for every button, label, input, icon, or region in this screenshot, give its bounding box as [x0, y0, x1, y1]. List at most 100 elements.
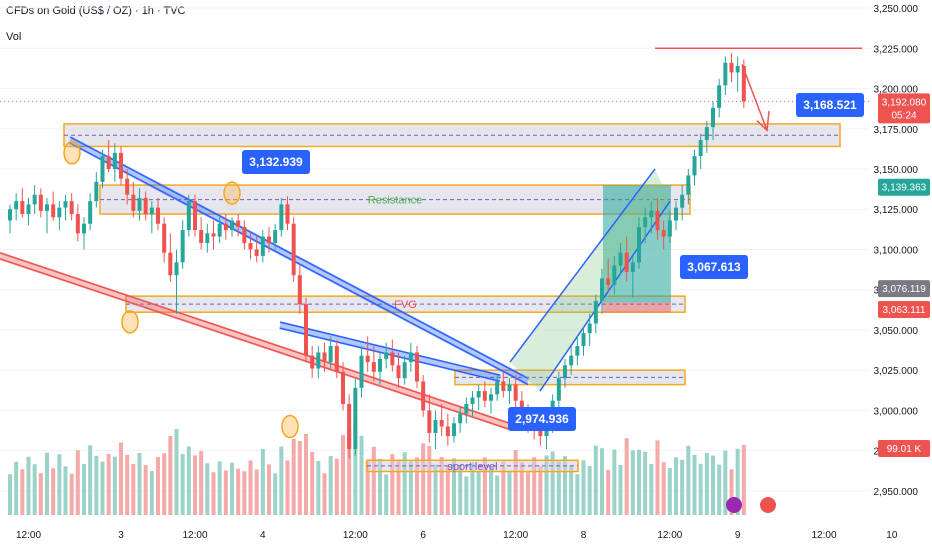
candle-body [199, 230, 204, 244]
volume-bar [637, 449, 641, 515]
candle-body [267, 236, 271, 244]
axis-badge [878, 93, 930, 124]
y-tick-label: 3,200.000 [874, 85, 919, 96]
price-axis[interactable]: 2,950.0002,975.0003,000.0003,025.0003,05… [874, 4, 919, 498]
volume-bar [575, 474, 580, 515]
volume-bar [482, 457, 487, 515]
volume-label: Vol [6, 31, 22, 43]
candle-body [723, 62, 728, 86]
volume-bar [223, 470, 228, 515]
candle-body [464, 403, 469, 414]
candle-body [544, 426, 549, 437]
candle-body [211, 233, 216, 237]
red-trend-band [0, 252, 512, 431]
candle-body [427, 410, 432, 433]
volume-bar [630, 450, 635, 515]
candle-body [606, 278, 611, 285]
callout-3168-box [796, 93, 864, 117]
candle-body [149, 207, 154, 215]
volume-bar [600, 448, 604, 515]
volume-bar [26, 456, 31, 515]
candle-body [556, 378, 561, 401]
volume-bar [14, 461, 19, 515]
volume-bar [729, 469, 734, 515]
candle-body [242, 226, 247, 244]
y-tick-label: 3,025.000 [874, 366, 919, 377]
x-tick-label: 12:00 [657, 530, 682, 541]
y-tick-label: 3,125.000 [874, 205, 919, 216]
volume-bar [38, 473, 43, 515]
y-tick-label: 3,100.000 [874, 245, 919, 256]
candle-body [600, 278, 604, 301]
volume-bar [230, 462, 234, 515]
axis-badge [878, 178, 930, 196]
volume-bar [396, 459, 401, 515]
candle-body [32, 194, 37, 205]
candle-body [489, 394, 493, 401]
candle-body [415, 352, 419, 382]
axis-badge [878, 301, 930, 318]
volume-bar [168, 436, 173, 515]
y-tick-label: 3,225.000 [874, 44, 919, 55]
candle-body [75, 214, 80, 234]
candle-body [433, 420, 438, 433]
candle-body [273, 230, 278, 244]
volume-bar [186, 446, 191, 515]
blue-trend-bottom [69, 142, 529, 386]
candle-body [248, 243, 253, 250]
volume-bar [674, 457, 678, 515]
candle-body [458, 413, 463, 424]
volume-bar [211, 472, 216, 515]
volume-bar [661, 462, 666, 515]
x-tick-label: 10 [886, 530, 898, 541]
candle-body [439, 420, 444, 427]
candle-body [279, 204, 284, 231]
candle-body [180, 230, 185, 263]
trendlines [0, 47, 870, 431]
candle-body [304, 304, 308, 356]
volume-bar [57, 454, 62, 515]
candle-body [445, 426, 450, 437]
candle-body [538, 429, 543, 437]
volume-bar [347, 428, 352, 515]
volume-bar [137, 453, 142, 515]
candle-body [452, 423, 456, 437]
blue-trend-top [69, 136, 529, 380]
candle-body [316, 352, 321, 369]
volume-bar [532, 457, 537, 515]
volume-bar [143, 465, 148, 515]
candle-body [143, 197, 148, 215]
candle-body [655, 210, 660, 231]
candle-body [408, 352, 413, 363]
candle-body [563, 365, 567, 379]
candle-body [396, 365, 401, 379]
volume-bar [593, 445, 598, 515]
x-tick-label: 12:00 [811, 530, 836, 541]
volume-bar [217, 461, 222, 515]
volume-bar [680, 459, 685, 515]
volume-bar [341, 435, 345, 515]
x-tick-label: 3 [118, 530, 124, 541]
volume-bar [106, 454, 111, 515]
volume-bar [415, 457, 419, 515]
volume-bar [353, 424, 358, 515]
candle-body [63, 201, 68, 208]
callout-2974-box [508, 407, 576, 431]
candle-body [125, 178, 130, 195]
channel-lower [539, 200, 671, 392]
candle-body [575, 346, 580, 356]
volume-bar [131, 463, 136, 515]
candle-body [45, 204, 49, 211]
axis-badge [878, 440, 930, 457]
volume-bar [704, 453, 709, 515]
y-tick-label: 3,000.000 [874, 406, 919, 417]
candle-body [297, 275, 302, 305]
volume-bar [427, 446, 432, 515]
time-axis[interactable]: 12:00312:00412:00612:00812:00912:001012:… [16, 530, 932, 541]
x-tick-label: 9 [735, 530, 741, 541]
volume-bar [310, 452, 315, 515]
volume-bar [279, 446, 284, 515]
candle-body [94, 181, 99, 202]
volume-bar [556, 460, 561, 515]
